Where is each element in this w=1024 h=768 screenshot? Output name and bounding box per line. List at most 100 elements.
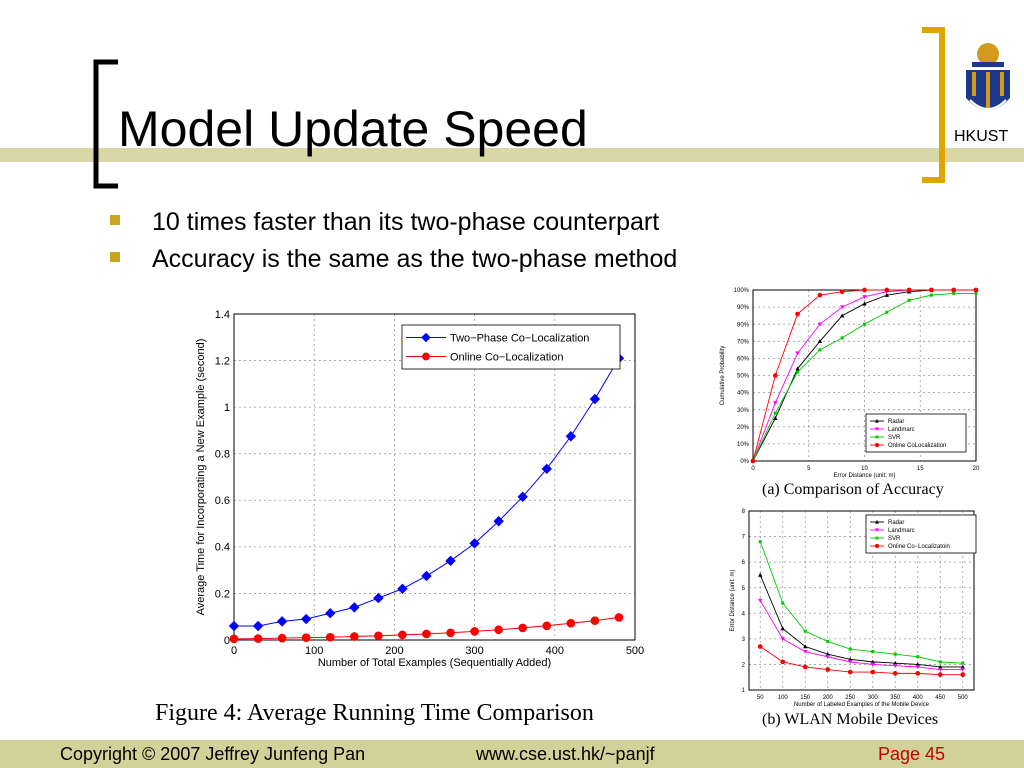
x-tick-label: 150	[800, 695, 811, 701]
data-point	[253, 634, 263, 643]
y-tick-label: 90%	[737, 305, 750, 311]
hkust-logo: HKUST	[952, 40, 1024, 150]
legend-box	[401, 324, 621, 370]
left-bracket	[93, 59, 118, 189]
data-point	[840, 336, 844, 340]
data-point	[961, 661, 965, 665]
data-point	[470, 627, 479, 636]
data-point	[517, 491, 528, 503]
data-point	[825, 652, 830, 656]
data-point	[870, 662, 875, 667]
data-point	[892, 671, 898, 676]
x-tick-label: 350	[890, 695, 901, 701]
data-point	[960, 672, 966, 678]
x-tick-label: 15	[917, 466, 924, 472]
data-point	[862, 301, 867, 306]
y-tick-label: 2	[742, 663, 746, 669]
main-figure-caption: Figure 4: Average Running Time Compariso…	[155, 700, 594, 726]
data-point	[938, 667, 943, 672]
x-tick-label: 0	[231, 645, 237, 657]
data-point	[421, 570, 432, 582]
data-point	[773, 416, 778, 421]
legend-marker	[875, 435, 879, 439]
legend-marker	[875, 528, 879, 532]
y-tick-label: 3	[742, 637, 746, 643]
y-tick-label: 8	[742, 509, 746, 515]
data-point	[817, 339, 823, 344]
data-point	[848, 657, 853, 662]
plot-frame	[748, 510, 975, 691]
data-point	[893, 663, 898, 668]
data-point	[929, 287, 934, 293]
data-point	[938, 660, 942, 664]
data-point	[780, 659, 786, 665]
data-point	[847, 669, 853, 675]
y-tick-label: 20%	[737, 425, 750, 431]
logo-text: HKUST	[954, 128, 1009, 145]
data-point	[772, 373, 778, 378]
x-tick-label: 200	[385, 645, 403, 657]
series-line	[759, 646, 963, 676]
data-point	[773, 401, 778, 406]
y-tick-label: 5	[742, 586, 746, 592]
data-point	[862, 287, 867, 293]
data-point	[252, 620, 264, 632]
data-point	[349, 602, 360, 613]
legend-marker	[874, 543, 880, 549]
y-tick-label: 4	[742, 611, 746, 617]
data-point	[937, 672, 943, 678]
y-tick-label: 1.4	[215, 309, 230, 321]
data-point	[542, 621, 552, 631]
data-point	[870, 669, 876, 675]
y-tick-label: 100%	[734, 288, 750, 294]
x-tick-label: 300	[868, 695, 879, 701]
data-point	[893, 652, 897, 656]
data-point	[373, 592, 384, 604]
data-point	[862, 295, 867, 300]
y-axis-label: Error Distance (unit: m)	[730, 569, 736, 631]
x-tick-label: 5	[807, 466, 811, 472]
data-point	[870, 659, 875, 664]
data-point	[758, 598, 763, 603]
data-point	[871, 650, 875, 654]
data-point	[929, 293, 933, 297]
plot-frame	[233, 313, 636, 641]
series-line	[759, 541, 963, 664]
y-tick-label: 0.2	[215, 588, 230, 600]
y-tick-label: 40%	[737, 391, 750, 397]
data-point	[325, 608, 336, 619]
data-point	[590, 616, 600, 625]
legend-label: Online CoLocalization	[888, 443, 946, 449]
data-point	[494, 625, 503, 635]
legend-label: Landmarc	[888, 528, 915, 534]
hkust-emblem-icon	[966, 43, 1010, 110]
y-tick-label: 50%	[737, 374, 750, 380]
legend-label: Landmarc	[888, 427, 915, 433]
legend-label: Radar	[888, 520, 904, 526]
data-point	[446, 628, 455, 638]
data-point	[839, 289, 845, 295]
data-point	[974, 291, 978, 295]
data-point	[848, 647, 852, 651]
data-point	[916, 655, 920, 659]
bullet-square-icon	[110, 215, 120, 226]
legend-box	[865, 413, 967, 453]
y-tick-label: 1.2	[215, 355, 230, 367]
bullet-2-text: Accuracy is the same as the two-phase me…	[152, 245, 678, 273]
data-point	[915, 665, 920, 670]
data-point	[915, 671, 921, 676]
y-axis-label: Average Time for Incorporating a New Exa…	[195, 339, 207, 616]
y-tick-label: 80%	[737, 322, 750, 328]
data-point	[422, 629, 431, 639]
data-point	[907, 298, 911, 302]
data-point	[758, 540, 762, 544]
data-point	[884, 287, 890, 293]
data-point	[758, 572, 763, 577]
data-point	[300, 613, 312, 625]
bullet-1-text: 10 times faster than its two-phase count…	[152, 208, 660, 236]
legend-marker	[422, 352, 430, 361]
legend-label: Two−Phase Co−Localization	[450, 332, 589, 344]
data-point	[802, 664, 808, 670]
y-tick-label: 1	[742, 688, 746, 694]
footer-url[interactable]: www.cse.ust.hk/~panjf	[476, 744, 655, 764]
